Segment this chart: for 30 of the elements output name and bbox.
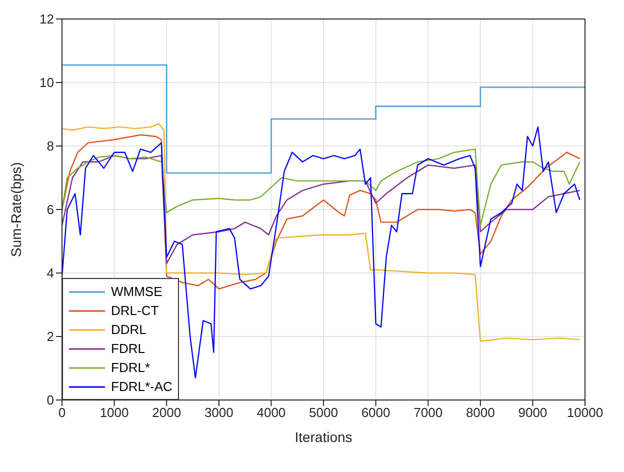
y-tick-label: 12	[40, 12, 54, 27]
x-tick-label: 4000	[256, 405, 286, 420]
x-tick-label: 10000	[566, 405, 604, 420]
legend-label: FDRL*	[111, 360, 150, 375]
legend-label: FDRL	[111, 341, 145, 356]
legend-label: DDRL	[111, 322, 146, 337]
y-axis-title: Sum-Rate(bps)	[8, 162, 24, 257]
x-tick-label: 8000	[466, 405, 495, 420]
line-series	[62, 154, 580, 264]
x-tick-label: 1000	[100, 405, 129, 420]
x-tick-label: 9000	[518, 405, 548, 420]
y-tick-label: 6	[46, 202, 54, 218]
line-series	[62, 148, 580, 226]
x-tick-label: 7000	[414, 405, 443, 420]
x-tick-label: 2000	[152, 405, 182, 420]
y-tick-label: 0	[46, 392, 54, 408]
line-series	[62, 123, 580, 342]
x-axis-title: Iterations	[294, 429, 352, 445]
legend-label: WMMSE	[111, 284, 162, 299]
y-tick-label: 10	[40, 75, 54, 90]
x-tick-label: 6000	[361, 405, 390, 420]
y-tick-label: 8	[46, 138, 54, 154]
line-series	[62, 126, 580, 378]
legend-label: FDRL*-AC	[111, 379, 172, 394]
x-tick-label: 5000	[309, 405, 338, 420]
y-tick-label: 4	[46, 266, 54, 281]
x-tick-label: 3000	[204, 405, 234, 420]
legend-label: DRL-CT	[111, 303, 159, 318]
x-tick-label: 0	[58, 405, 66, 420]
y-tick-label: 2	[46, 329, 54, 344]
